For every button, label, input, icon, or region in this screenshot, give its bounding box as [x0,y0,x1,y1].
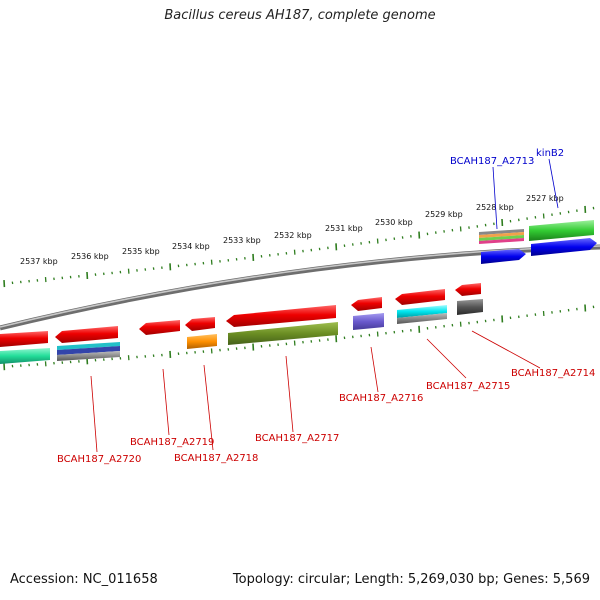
scale-label: 2532 kbp [274,231,312,240]
gene-bcah187-a2716-features[interactable] [351,297,384,330]
scale-label: 2534 kbp [172,242,210,251]
genome-summary-text: Topology: circular; Length: 5,269,030 bp… [232,572,590,587]
gene-bcah187-a2713-features[interactable] [479,229,526,264]
scale-label: 2528 kbp [476,203,514,212]
gene-bcah187-a2718-features[interactable] [185,317,217,349]
scale-label: 2537 kbp [20,257,58,266]
gene-bcah187-a2717-features[interactable] [226,305,338,345]
map-title: Bacillus cereus AH187, complete genome [164,8,436,23]
gene-bcah187-a2715-features[interactable] [395,289,447,324]
scale-label: 2529 kbp [425,210,463,219]
gene-bcah187-a2720-features[interactable] [0,326,120,364]
scale-label: 2531 kbp [325,224,363,233]
scale-label: 2527 kbp [526,194,564,203]
gene-label-bcah187-a2718[interactable]: BCAH187_A2718 [174,453,258,464]
forward-strand-genes [479,220,597,264]
scale-labels: 2537 kbp 2536 kbp 2535 kbp 2534 kbp 2533 kbp… [20,194,564,266]
scale-label: 2533 kbp [223,236,261,245]
scale-label: 2536 kbp [71,252,109,261]
gene-kinb2-features[interactable] [529,220,597,256]
gene-bcah187-a2719-features[interactable] [139,320,180,335]
gene-labels: BCAH187_A2713 kinB2 BCAH187_A2714 BCAH18… [57,148,595,465]
gene-label-bcah187-a2720[interactable]: BCAH187_A2720 [57,454,141,465]
accession-text: Accession: NC_011658 [10,572,158,587]
scale-label: 2535 kbp [122,247,160,256]
reverse-strand-genes [0,283,483,364]
gene-label-bcah187-a2715[interactable]: BCAH187_A2715 [426,381,510,392]
gene-label-bcah187-a2717[interactable]: BCAH187_A2717 [255,433,339,444]
gene-label-kinb2[interactable]: kinB2 [536,148,564,159]
gene-label-bcah187-a2714[interactable]: BCAH187_A2714 [511,368,595,379]
scale-label: 2530 kbp [375,218,413,227]
label-leaders [90,158,559,453]
gene-bcah187-a2714-features[interactable] [455,283,483,315]
gene-label-bcah187-a2719[interactable]: BCAH187_A2719 [130,437,214,448]
gene-label-bcah187-a2716[interactable]: BCAH187_A2716 [339,393,423,404]
scale-ticks [3,205,595,371]
gene-label-bcah187-a2713[interactable]: BCAH187_A2713 [450,156,534,167]
